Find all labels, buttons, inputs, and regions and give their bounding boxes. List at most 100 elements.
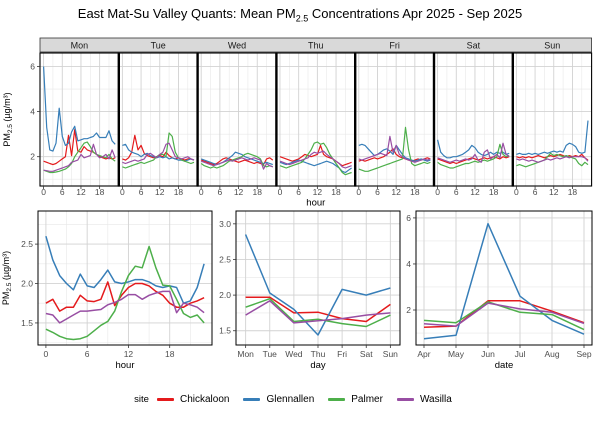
panel-border <box>415 210 593 346</box>
axis-tick-label: 6 <box>218 187 223 197</box>
axis-tick-label: 6 <box>139 187 144 197</box>
series-line-chickaloon-sat <box>437 156 510 165</box>
axis-tick-label: 18 <box>174 187 184 197</box>
axis-tick-label: 18 <box>489 187 499 197</box>
axis-tick-label: 18 <box>95 187 105 197</box>
chart-title-subscript: 2.5 <box>295 13 309 24</box>
x-axis-title-date: date <box>495 360 514 371</box>
facet-strip-label-thu: Thu <box>308 41 324 51</box>
axis-tick-label: 12 <box>313 187 323 197</box>
axis-tick-label: Mon <box>237 349 254 359</box>
series-line-palmer <box>423 301 585 331</box>
series-line-wasilla <box>245 300 391 324</box>
series-line-chickaloon <box>45 281 205 312</box>
panel-background <box>355 53 434 186</box>
axis-tick-label: 6 <box>296 187 301 197</box>
axis-tick-label: 6 <box>30 62 35 72</box>
axis-tick-label: Apr <box>417 349 430 359</box>
series-line-chickaloon-wed <box>200 157 274 166</box>
y-axis-title: PM2.5 (µg/m³) <box>1 251 13 305</box>
axis-tick-label: 6 <box>533 187 538 197</box>
facet-strip-label-sat: Sat <box>467 41 481 51</box>
legend-items: Chickaloon Glennallen Palmer Wasilla <box>156 393 466 406</box>
legend-item-palmer: Palmer <box>328 394 383 405</box>
axis-tick-label: 18 <box>331 187 341 197</box>
hour-profile-chart: 1.5 2.0 2.5 0 6 12 18 hour PM2.5 (µg/m³) <box>1 210 213 371</box>
y-axis-title: PM2.5 (µg/m³) <box>2 92 14 146</box>
axis-tick-label: 4 <box>406 259 411 269</box>
chart-title-text: East Mat-Su Valley Quants: Mean PM <box>77 6 296 21</box>
axis-tick-label: 3.0 <box>219 219 231 229</box>
axis-tick-label: 0 <box>356 187 361 197</box>
axis-tick-label: 6 <box>85 349 90 359</box>
legend-label-palmer: Palmer <box>351 394 383 406</box>
legend-item-wasilla: Wasilla <box>396 394 452 406</box>
axis-tick-label: 1.5 <box>21 318 33 328</box>
panel-background <box>276 53 356 186</box>
legend: site Chickaloon Glennallen Palmer Wasilla <box>0 393 600 406</box>
chart-title: East Mat-Su Valley Quants: Mean PM2.5 Co… <box>0 6 600 24</box>
facet-strip-label-mon: Mon <box>71 41 89 51</box>
series-line-glennallen <box>244 234 391 336</box>
axis-tick-label: 2 <box>30 152 35 162</box>
axis-tick-label: 6 <box>454 187 459 197</box>
axis-tick-label: 12 <box>470 187 480 197</box>
x-axis-title-hour: hour <box>115 360 134 371</box>
axis-tick-label: 4 <box>30 107 35 117</box>
axis-tick-label: Tue <box>263 349 278 359</box>
axis-tick-label: Sep <box>576 349 591 359</box>
series-line-chickaloon-sun <box>516 153 589 161</box>
series-line-palmer <box>245 297 391 328</box>
axis-tick-label: 12 <box>234 187 244 197</box>
axis-tick-label: Wed <box>285 349 303 359</box>
series-line-wasilla <box>423 302 585 327</box>
axis-tick-label: May <box>448 349 465 359</box>
axis-tick-label: 0 <box>199 187 204 197</box>
series-line-glennallen-mon <box>43 66 116 152</box>
legend-item-glennallen: Glennallen <box>243 394 314 405</box>
series-line-wasilla-fri <box>358 135 431 163</box>
legend-title: site <box>134 393 149 405</box>
series-line-wasilla <box>45 290 205 324</box>
series-line-wasilla-wed <box>200 157 274 170</box>
axis-tick-label: Fri <box>337 349 347 359</box>
series-line-wasilla-tue <box>122 142 195 165</box>
weekday-hour-facet-chart: Mon 0 6 12 18 Tue 0 6 12 18 Wed 0 6 12 18 Thu 0 6 12 18 Fri 0… <box>2 37 593 209</box>
axis-tick-label: 2.0 <box>21 279 33 289</box>
x-axis-title-hour: hour <box>306 198 325 209</box>
series-line-palmer <box>45 245 205 341</box>
axis-tick-label: 2.0 <box>219 290 231 300</box>
axis-tick-label: Aug <box>544 349 559 359</box>
chart-title-suffix: Concentrations Apr 2025 - Sep 2025 <box>308 6 523 21</box>
day-profile-chart: 1.5 2.0 2.5 3.0 Mon Tue Wed Thu Fri Sat Sun day <box>219 210 401 371</box>
series-line-wasilla-sun <box>516 156 589 163</box>
legend-swatch-palmer <box>328 398 346 401</box>
series-line-glennallen-sun <box>516 120 589 156</box>
axis-tick-label: 0 <box>278 187 283 197</box>
axis-tick-label: 12 <box>391 187 401 197</box>
legend-label-wasilla: Wasilla <box>419 394 452 406</box>
axis-tick-label: 0 <box>41 187 46 197</box>
axis-tick-label: Sat <box>360 349 373 359</box>
axis-tick-label: 0 <box>44 349 49 359</box>
series-line-glennallen <box>423 222 585 340</box>
axis-tick-label: 2.5 <box>219 254 231 264</box>
series-line-chickaloon-mon <box>43 128 116 166</box>
axis-tick-label: Jun <box>481 349 495 359</box>
series-line-palmer-thu <box>279 141 352 176</box>
series-line-wasilla-thu <box>279 150 352 169</box>
axis-tick-label: 18 <box>253 187 263 197</box>
facet-strip-label-sun: Sun <box>544 41 560 51</box>
axis-tick-label: 12 <box>549 187 559 197</box>
legend-item-chickaloon: Chickaloon <box>156 394 229 405</box>
legend-swatch-glennallen <box>243 398 261 401</box>
axis-tick-label: Thu <box>311 349 326 359</box>
series-line-chickaloon <box>245 296 391 323</box>
axis-tick-label: 6 <box>60 187 65 197</box>
series-line-wasilla-sat <box>437 142 510 163</box>
legend-swatch-wasilla <box>396 398 414 401</box>
axis-tick-label: 0 <box>435 187 440 197</box>
axis-tick-label: 18 <box>568 187 578 197</box>
series-line-wasilla-mon <box>43 143 116 172</box>
